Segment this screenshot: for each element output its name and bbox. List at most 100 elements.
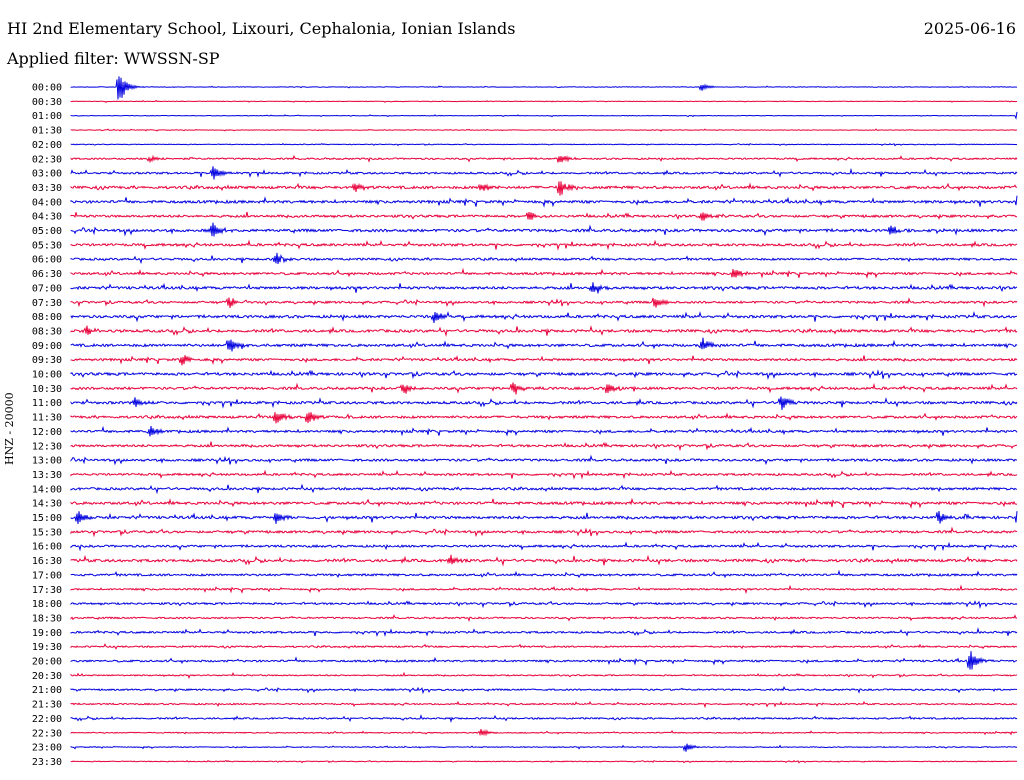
trace-2000 (70, 651, 1018, 670)
trace-1500 (70, 510, 1018, 524)
trace-0330 (70, 181, 1018, 196)
time-label: 06:30 (32, 269, 62, 280)
time-label: 22:30 (32, 728, 62, 739)
trace-0230 (70, 154, 1018, 164)
trace-1930 (70, 643, 1017, 650)
time-label: 23:00 (32, 743, 62, 754)
trace-0700 (70, 282, 1018, 294)
time-label: 06:00 (32, 255, 62, 266)
time-label: 20:30 (32, 671, 62, 682)
time-label: 15:30 (32, 527, 62, 538)
time-label: 12:00 (32, 427, 62, 438)
trace-2300 (70, 743, 1018, 752)
time-label: 02:30 (32, 154, 62, 165)
trace-0830 (70, 325, 1018, 337)
trace-1800 (70, 600, 1018, 610)
time-label: 10:30 (32, 384, 62, 395)
trace-0500 (70, 222, 1018, 237)
trace-0530 (70, 239, 1018, 251)
time-label: 17:30 (32, 585, 62, 596)
trace-1130 (70, 412, 1018, 424)
time-label: 21:30 (32, 700, 62, 711)
time-label: 20:00 (32, 657, 62, 668)
trace-0900 (70, 337, 1018, 352)
time-label: 16:30 (32, 556, 62, 567)
filter-label: Applied filter: WWSSN-SP (7, 49, 220, 68)
time-label: 14:00 (32, 484, 62, 495)
time-label: 13:30 (32, 470, 62, 481)
trace-0400 (70, 195, 1018, 208)
trace-1730 (70, 584, 1018, 595)
time-label: 04:30 (32, 212, 62, 223)
time-label: 03:00 (32, 169, 62, 180)
date-label: 2025-06-16 (923, 19, 1016, 38)
trace-2230 (70, 728, 1018, 737)
time-label: 07:00 (32, 283, 62, 294)
trace-1300 (70, 454, 1018, 466)
time-label: 03:30 (32, 183, 62, 194)
time-label: 01:00 (32, 111, 62, 122)
trace-0030 (70, 99, 1018, 103)
trace-1900 (70, 627, 1018, 637)
time-label: 02:00 (32, 140, 62, 151)
time-label: 11:00 (32, 398, 62, 409)
trace-0200 (70, 143, 1018, 147)
time-label: 05:00 (32, 226, 62, 237)
time-label: 22:00 (32, 714, 62, 725)
time-label: 21:00 (32, 685, 62, 696)
trace-1330 (70, 469, 1018, 480)
trace-0430 (70, 211, 1018, 221)
time-label: 00:00 (32, 83, 62, 94)
trace-1430 (70, 497, 1018, 510)
time-label: 00:30 (32, 97, 62, 108)
trace-2030 (70, 671, 1018, 680)
time-label: 17:00 (32, 570, 62, 581)
time-label: 18:30 (32, 613, 62, 624)
trace-0300 (70, 166, 1018, 180)
trace-0930 (70, 355, 1018, 366)
trace-0100 (70, 111, 1018, 120)
trace-2130 (70, 700, 1018, 709)
time-label: 16:00 (32, 542, 62, 553)
time-label: 23:30 (32, 757, 62, 768)
time-label: 10:00 (32, 370, 62, 381)
time-label: 18:00 (32, 599, 62, 610)
time-label: 15:00 (32, 513, 62, 524)
trace-1830 (70, 614, 1017, 623)
trace-1630 (70, 554, 1018, 567)
time-label: 09:00 (32, 341, 62, 352)
time-label: 19:30 (32, 642, 62, 653)
trace-2100 (70, 685, 1018, 695)
page-title: HI 2nd Elementary School, Lixouri, Cepha… (7, 19, 516, 38)
trace-0130 (70, 128, 1018, 132)
time-label: 09:30 (32, 355, 62, 366)
trace-1030 (70, 382, 1018, 395)
time-label: 08:30 (32, 326, 62, 337)
trace-2330 (70, 759, 1018, 764)
time-label: 08:00 (32, 312, 62, 323)
time-label: 05:30 (32, 240, 62, 251)
trace-1230 (70, 441, 1018, 452)
time-label: 19:00 (32, 628, 62, 639)
time-label: 14:30 (32, 499, 62, 510)
trace-0630 (70, 267, 1018, 279)
time-label: 07:30 (32, 298, 62, 309)
trace-0730 (70, 297, 1018, 308)
trace-1700 (70, 569, 1018, 579)
trace-0000 (70, 76, 1017, 100)
time-label: 11:30 (32, 413, 62, 424)
trace-1400 (70, 483, 1018, 495)
time-label: 01:30 (32, 126, 62, 137)
trace-1100 (70, 396, 1018, 410)
time-label: 13:00 (32, 456, 62, 467)
trace-1000 (70, 369, 1018, 380)
time-label: 12:30 (32, 441, 62, 452)
trace-1600 (70, 541, 1018, 552)
trace-1200 (70, 425, 1018, 437)
trace-2200 (70, 714, 1018, 723)
trace-1530 (70, 526, 1018, 538)
time-label: 04:00 (32, 197, 62, 208)
trace-0800 (70, 310, 1018, 324)
trace-0600 (70, 252, 1018, 265)
